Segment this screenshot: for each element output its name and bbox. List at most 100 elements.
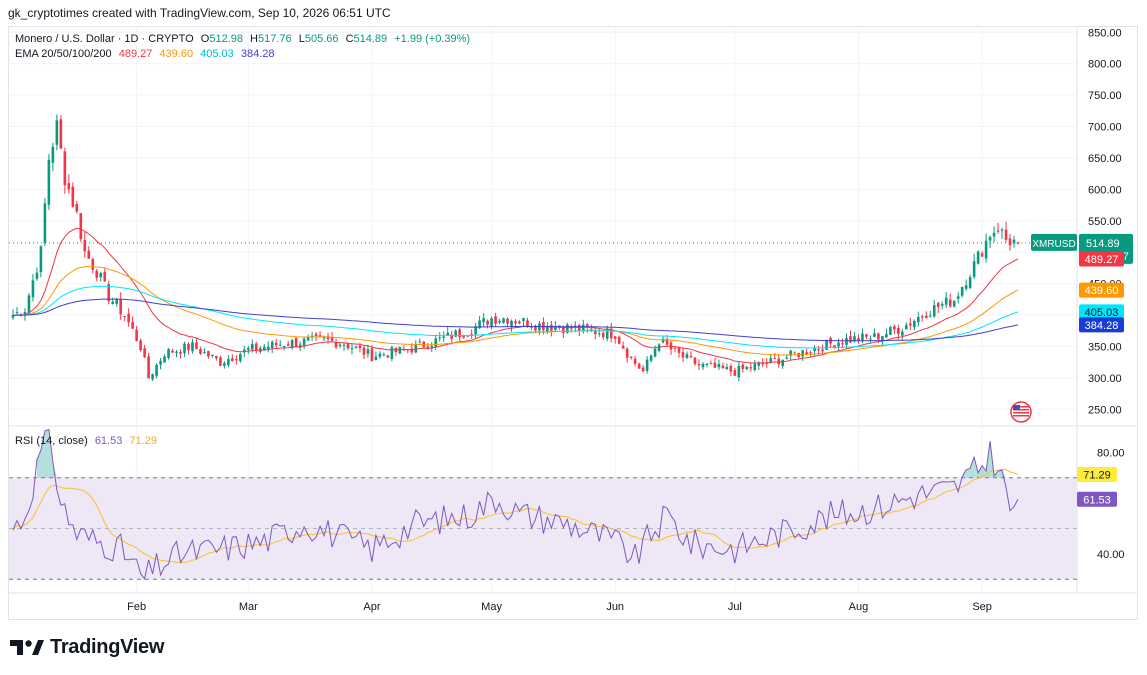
candle (414, 340, 418, 354)
candle (510, 319, 513, 332)
candle (733, 367, 737, 377)
candle (729, 363, 733, 377)
candle (159, 358, 162, 370)
candle (207, 350, 210, 359)
candle (518, 320, 521, 325)
candle-body (677, 347, 681, 353)
candle-body (821, 349, 824, 352)
candle (976, 250, 980, 265)
candle-body (673, 347, 677, 349)
candle (972, 253, 976, 280)
candle-body (199, 349, 202, 354)
candle (837, 338, 840, 351)
candle-body (127, 313, 130, 323)
time-tick-label: Mar (239, 601, 258, 613)
candle (191, 338, 194, 354)
candle-body (550, 324, 553, 331)
candle (637, 362, 641, 369)
candle-body (893, 326, 896, 330)
candle-body (266, 346, 270, 350)
candle (625, 347, 629, 363)
ohlc-c-label: C (345, 33, 354, 45)
candle (1004, 221, 1008, 243)
price-tick-label: 250.00 (1088, 404, 1122, 416)
candle-body (466, 335, 469, 337)
candle-body (988, 237, 992, 241)
candle (223, 360, 226, 369)
candle (67, 174, 71, 194)
candle (681, 348, 685, 363)
candle-body (382, 354, 386, 356)
candle-body (996, 230, 1000, 232)
candle (167, 348, 170, 360)
candle-body (653, 348, 657, 357)
candle (163, 354, 166, 363)
candle-body (366, 349, 370, 354)
candle (841, 338, 844, 348)
candle (103, 268, 107, 282)
candle-body (805, 352, 808, 355)
candle (35, 267, 39, 281)
candle-body (31, 280, 35, 298)
candle (889, 325, 892, 335)
candle (274, 338, 278, 349)
candle (270, 340, 274, 354)
candle (713, 357, 717, 369)
ema200-price-tag-text: 384.28 (1085, 320, 1119, 332)
symbol-title: Monero / U.S. Dollar · 1D · CRYPTO (15, 33, 194, 45)
candle-body (59, 119, 63, 149)
candle-body (853, 336, 856, 342)
candle-body (753, 363, 757, 370)
candle-body (649, 355, 653, 361)
candle-body (131, 321, 134, 329)
candle (940, 301, 944, 310)
candle-body (1012, 239, 1016, 244)
candle-body (956, 296, 960, 299)
candle-body (362, 347, 366, 355)
candle (601, 331, 605, 340)
candle (302, 337, 306, 349)
candle (410, 343, 414, 355)
candle (231, 354, 234, 362)
candle-body (482, 318, 485, 323)
candle-body (270, 341, 274, 348)
candle (187, 342, 190, 355)
candle-body (342, 344, 346, 346)
candle (438, 332, 442, 342)
candle-body (430, 345, 434, 348)
time-tick-label: May (481, 601, 502, 613)
candle-body (733, 369, 737, 376)
candle-body (980, 253, 984, 257)
candle-body (386, 355, 390, 358)
candle-body (522, 318, 525, 322)
candle-body (905, 325, 908, 330)
candle-body (462, 335, 465, 338)
candle-body (932, 305, 936, 317)
candle-body (585, 324, 589, 328)
candle-body (350, 348, 354, 350)
ohlc-l-label: L (298, 33, 305, 45)
candle (920, 314, 924, 322)
candle (171, 348, 174, 354)
candle (917, 311, 920, 327)
candle-body (909, 323, 912, 326)
candle-body (633, 358, 637, 364)
rsi-ma-tag-text: 71.29 (1083, 469, 1111, 481)
candle-body (67, 183, 71, 190)
candle (83, 232, 87, 258)
ema100-price-tag-text: 405.03 (1085, 307, 1119, 319)
candle (346, 342, 350, 350)
candle-body (494, 316, 497, 324)
tradingview-logo[interactable]: TradingView (10, 636, 164, 659)
candle-body (103, 272, 107, 282)
candle (47, 154, 51, 210)
candle-body (530, 326, 533, 328)
candle (199, 346, 202, 355)
candle-body (597, 333, 601, 335)
candle (725, 363, 729, 370)
candle (909, 317, 912, 330)
candle-body (91, 258, 95, 270)
candle-body (693, 357, 697, 365)
flag-canton (1013, 405, 1020, 410)
